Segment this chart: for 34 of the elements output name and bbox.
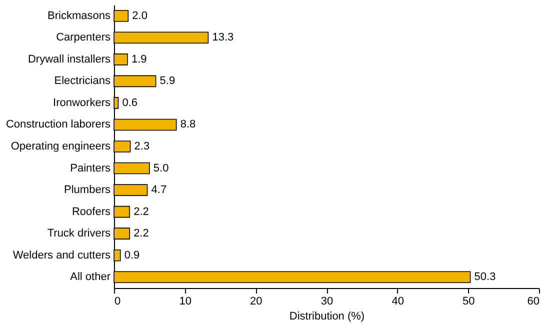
y-tick-label: Plumbers — [64, 184, 111, 196]
x-tick-label: 0 — [114, 296, 121, 308]
x-tick-label: 40 — [392, 296, 404, 308]
y-tick-label: Truck drivers — [47, 228, 111, 240]
data-label: 1.9 — [131, 53, 147, 66]
x-tick-label: 20 — [250, 296, 262, 308]
data-label: 2.0 — [132, 10, 148, 22]
y-tick-label: Construction laborers — [6, 118, 111, 131]
y-tick-label: Operating engineers — [10, 140, 111, 152]
data-label: 5.9 — [160, 75, 176, 88]
data-label: 8.8 — [180, 118, 196, 131]
data-label: 2.3 — [134, 140, 150, 152]
data-label: 50.3 — [474, 271, 496, 284]
y-tick-label: Welders and cutters — [12, 249, 111, 262]
x-tick-label: 60 — [527, 296, 540, 308]
y-tick-label: Carpenters — [56, 32, 111, 44]
x-tick-label: 30 — [320, 296, 334, 308]
data-label: 2.2 — [134, 206, 149, 218]
data-label: 5.0 — [153, 162, 169, 174]
data-label: 0.9 — [124, 249, 140, 262]
y-tick-label: Ironworkers — [53, 96, 111, 109]
y-tick-label: Drywall installers — [28, 53, 111, 66]
y-tick-label: Brickmasons — [48, 10, 111, 22]
x-tick-label: 10 — [179, 296, 192, 308]
data-label: 0.6 — [122, 96, 138, 109]
data-label: 13.3 — [212, 32, 234, 44]
x-axis-title: Distribution (%) — [289, 310, 365, 322]
y-tick-label: Painters — [70, 162, 111, 174]
y-tick-label: Electricians — [54, 75, 111, 88]
data-label: 4.7 — [151, 184, 167, 196]
x-tick-label: 50 — [462, 296, 475, 308]
y-tick-label: All other — [70, 271, 111, 284]
data-label: 2.2 — [134, 228, 149, 240]
y-tick-label: Roofers — [72, 206, 111, 218]
